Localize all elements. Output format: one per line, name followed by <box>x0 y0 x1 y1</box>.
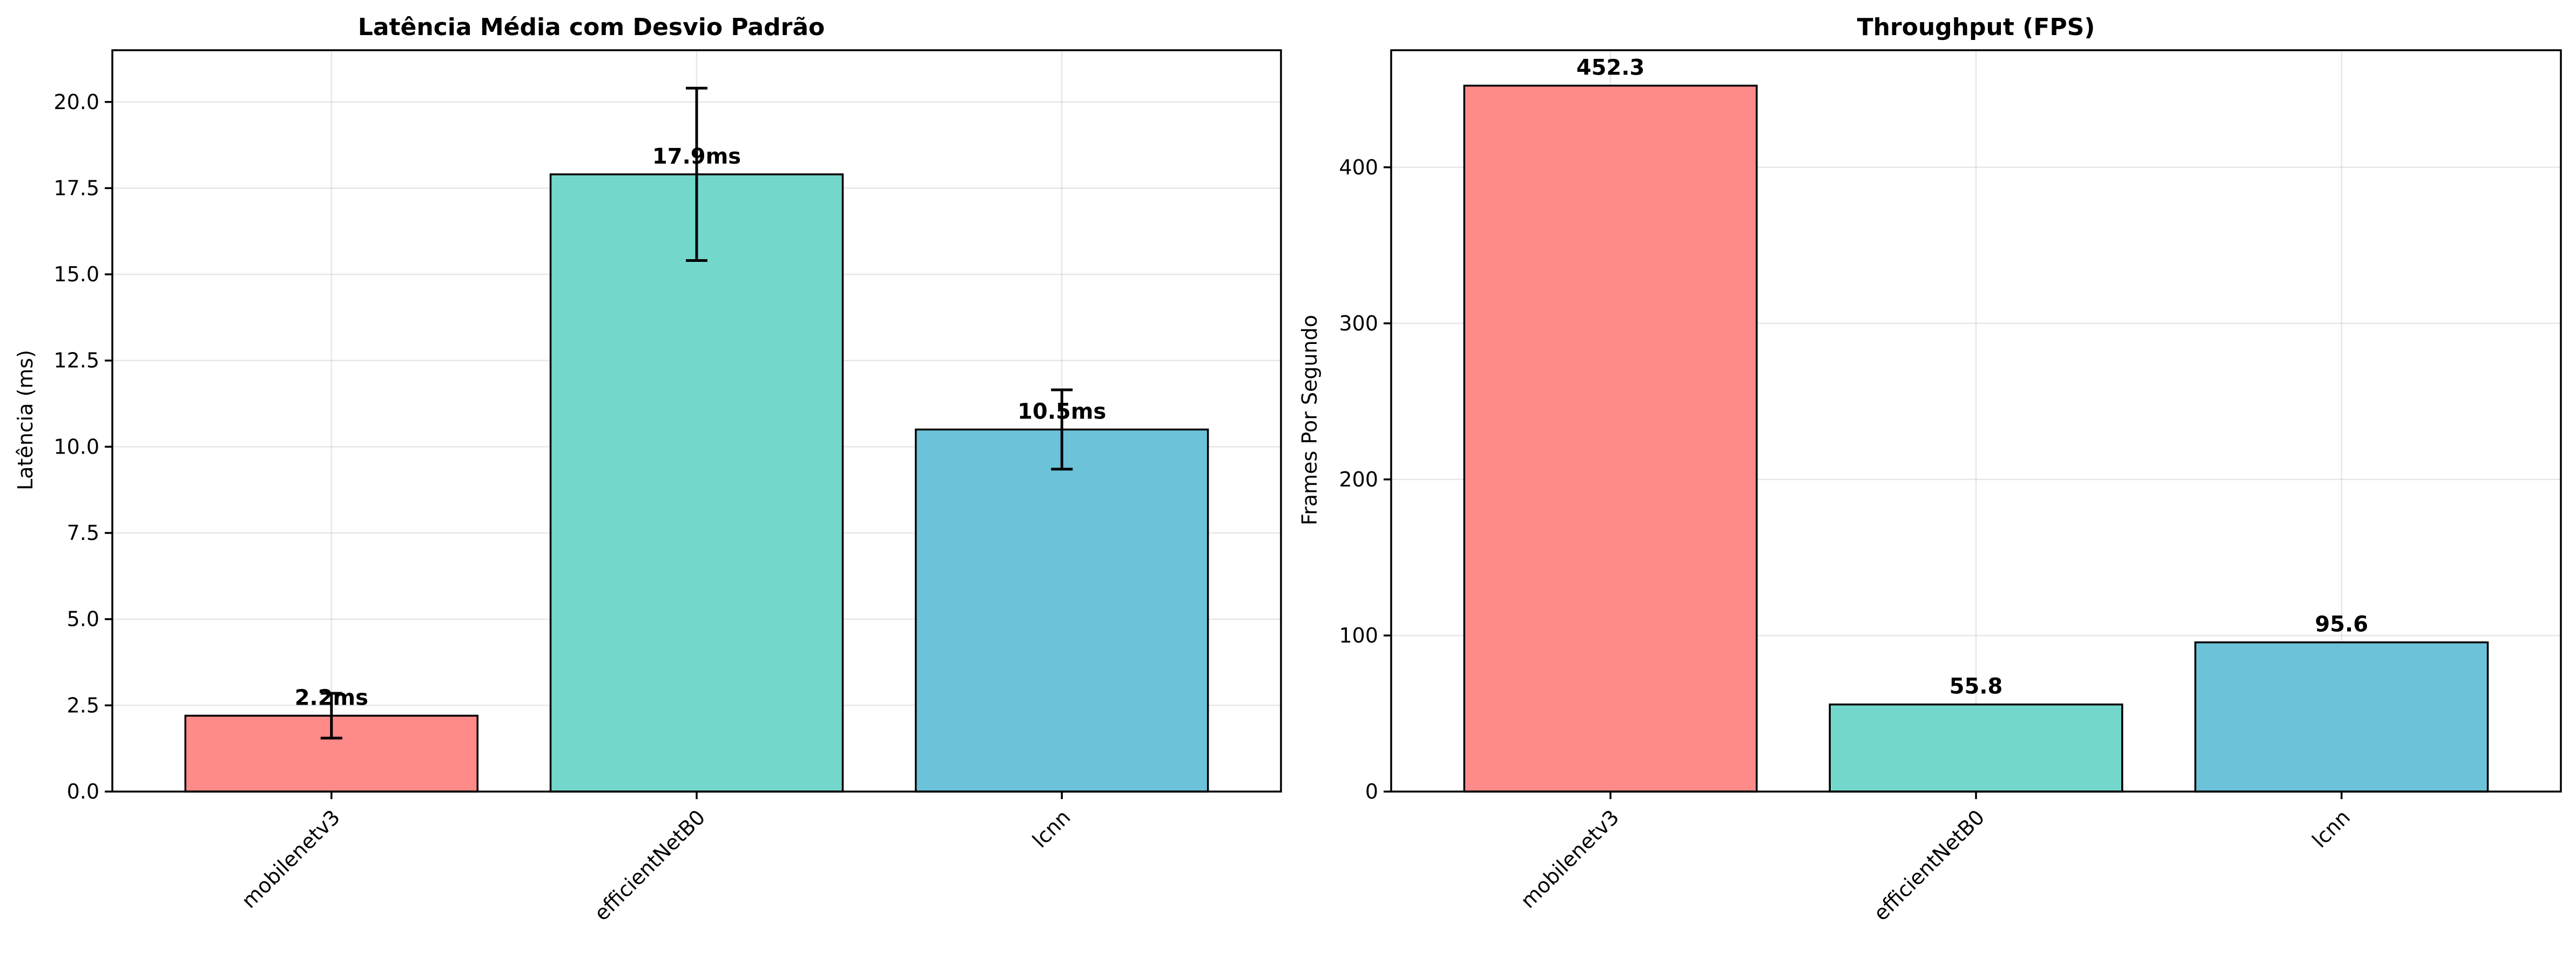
y-tick-label: 20.0 <box>53 90 99 114</box>
bars <box>1463 84 2489 793</box>
y-tick-label: 2.5 <box>67 693 99 717</box>
value-label: 95.6 <box>2315 612 2369 637</box>
bar-efficientNetB0 <box>549 173 844 793</box>
y-tick-label: 10.0 <box>53 435 99 458</box>
x-tick-label: lcnn <box>1028 805 1075 852</box>
y-tick-label: 400 <box>1339 156 1378 179</box>
x-tick-label: lcnn <box>2308 805 2355 852</box>
y-tick-label: 0 <box>1365 780 1378 803</box>
value-label: 452.3 <box>1576 56 1645 80</box>
value-label: 10.5ms <box>1017 399 1106 424</box>
value-label: 55.8 <box>1950 674 2003 699</box>
y-ticks: 0.0 2.5 5.0 7.5 10.0 12.5 15.0 17.5 20.0 <box>53 90 112 803</box>
y-tick-label: 5.0 <box>67 607 99 631</box>
y-tick-label: 200 <box>1339 468 1378 491</box>
y-tick-label: 15.0 <box>53 262 99 286</box>
plot-frame <box>1390 49 2562 793</box>
y-axis-label: Frames Por Segundo <box>1298 315 1321 525</box>
y-axis-label: Latência (ms) <box>14 350 37 490</box>
y-tick-label: 100 <box>1339 624 1378 647</box>
chart-title: Latência Média com Desvio Padrão <box>358 13 825 41</box>
value-label: 17.9ms <box>652 144 741 169</box>
y-tick-label: 17.5 <box>53 176 99 200</box>
value-labels: 452.3 55.8 95.6 <box>1576 56 2368 699</box>
bar-efficientNetB0 <box>1829 703 2123 793</box>
error-bars <box>320 86 1073 740</box>
x-ticks: mobilenetv3 efficientNetB0 lcnn <box>237 792 1075 925</box>
bar-lcnn <box>2194 641 2489 793</box>
value-labels: 2.2ms 17.9ms 10.5ms <box>295 144 1107 711</box>
y-tick-label: 300 <box>1339 312 1378 335</box>
y-tick-label: 0.0 <box>67 780 99 803</box>
bar-lcnn <box>915 428 1209 793</box>
x-tick-label: mobilenetv3 <box>1516 805 1623 913</box>
y-ticks: 0 100 200 300 400 <box>1339 156 1391 803</box>
bar-mobilenetv3 <box>1463 84 1758 793</box>
y-tick-label: 7.5 <box>67 521 99 545</box>
y-tick-label: 12.5 <box>53 349 99 373</box>
x-tick-label: mobilenetv3 <box>237 805 345 913</box>
x-tick-label: efficientNetB0 <box>1869 805 1990 925</box>
bars <box>184 173 1209 793</box>
plot-frame <box>111 49 1282 793</box>
x-tick-label: efficientNetB0 <box>590 805 710 925</box>
chart-title: Throughput (FPS) <box>1857 13 2095 41</box>
x-ticks: mobilenetv3 efficientNetB0 lcnn <box>1516 792 2355 925</box>
latency-chart: Latência Média com Desvio Padrão Latênci… <box>14 13 1282 925</box>
throughput-chart: Throughput (FPS) Frames Por Segundo 452.… <box>1298 13 2562 925</box>
value-label: 2.2ms <box>295 686 368 711</box>
